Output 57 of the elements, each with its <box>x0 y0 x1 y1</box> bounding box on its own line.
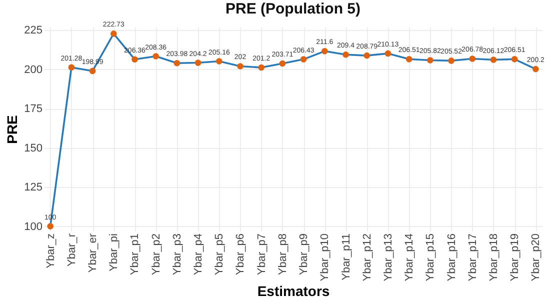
x-tick-label: Ybar_p14 <box>404 234 416 282</box>
x-tick-label: Ybar_p5 <box>214 234 226 276</box>
x-tick-label: Ybar_p19 <box>509 234 522 282</box>
x-tick-label: Ybar_z <box>44 234 57 268</box>
x-tick-label: Ybar_p3 <box>171 234 184 276</box>
point <box>68 64 75 71</box>
point <box>300 56 307 62</box>
point <box>47 223 54 230</box>
point <box>258 64 265 71</box>
x-tick-label: Ybar_p15 <box>424 234 437 282</box>
point <box>216 58 222 64</box>
point <box>321 48 328 54</box>
x-tick-label: Ybar_p11 <box>340 234 352 280</box>
x-tick-label: Ybar_er <box>87 233 100 273</box>
y-tick-label: 100 <box>24 220 42 233</box>
point <box>89 68 96 74</box>
y-tick-label: 175 <box>24 103 42 116</box>
y-tick-label: 200 <box>24 64 42 76</box>
point <box>174 60 180 66</box>
x-tick-label: Ybar_r <box>66 233 78 267</box>
point <box>132 56 138 63</box>
y-axis-title: PRE <box>4 115 20 144</box>
chart-title: PRE (Population 5) <box>226 0 361 18</box>
x-tick-label: Ybar_p8 <box>276 234 289 276</box>
y-tick-label: 150 <box>24 142 42 154</box>
point <box>469 56 476 62</box>
point <box>511 56 518 62</box>
x-tick-label: Ybar_p18 <box>488 234 500 282</box>
x-tick-label: Ybar_p2 <box>150 234 162 276</box>
x-tick-label: Ybar_p20 <box>530 234 542 282</box>
x-tick-label: Ybar_p4 <box>192 234 205 276</box>
point <box>194 60 202 66</box>
point <box>490 56 497 63</box>
point <box>406 56 412 62</box>
x-tick-label: Ybar_pi <box>108 234 120 272</box>
x-tick-label: Ybar_p10 <box>319 234 332 282</box>
y-tick-label: 125 <box>24 182 42 194</box>
x-tick-label: Ybar_p17 <box>466 234 479 282</box>
point <box>532 66 539 72</box>
point <box>152 53 159 60</box>
point <box>427 57 434 64</box>
point <box>110 30 117 37</box>
point <box>279 60 286 67</box>
y-tick-label: 225 <box>24 24 42 37</box>
x-tick-label: Ybar_p16 <box>446 234 458 282</box>
point <box>364 52 370 59</box>
point <box>448 58 454 64</box>
point <box>342 51 349 58</box>
x-tick-label: Ybar_p9 <box>298 234 310 276</box>
x-tick-label: Ybar_p13 <box>382 234 394 282</box>
point <box>237 63 244 70</box>
x-axis-title: Estimators <box>257 283 330 300</box>
x-tick-label: Ybar_p12 <box>361 234 374 282</box>
x-tick-label: Ybar_p1 <box>129 234 142 276</box>
point <box>384 50 392 57</box>
x-tick-label: Ybar_p6 <box>234 234 247 276</box>
x-tick-label: Ybar_p7 <box>256 234 268 276</box>
